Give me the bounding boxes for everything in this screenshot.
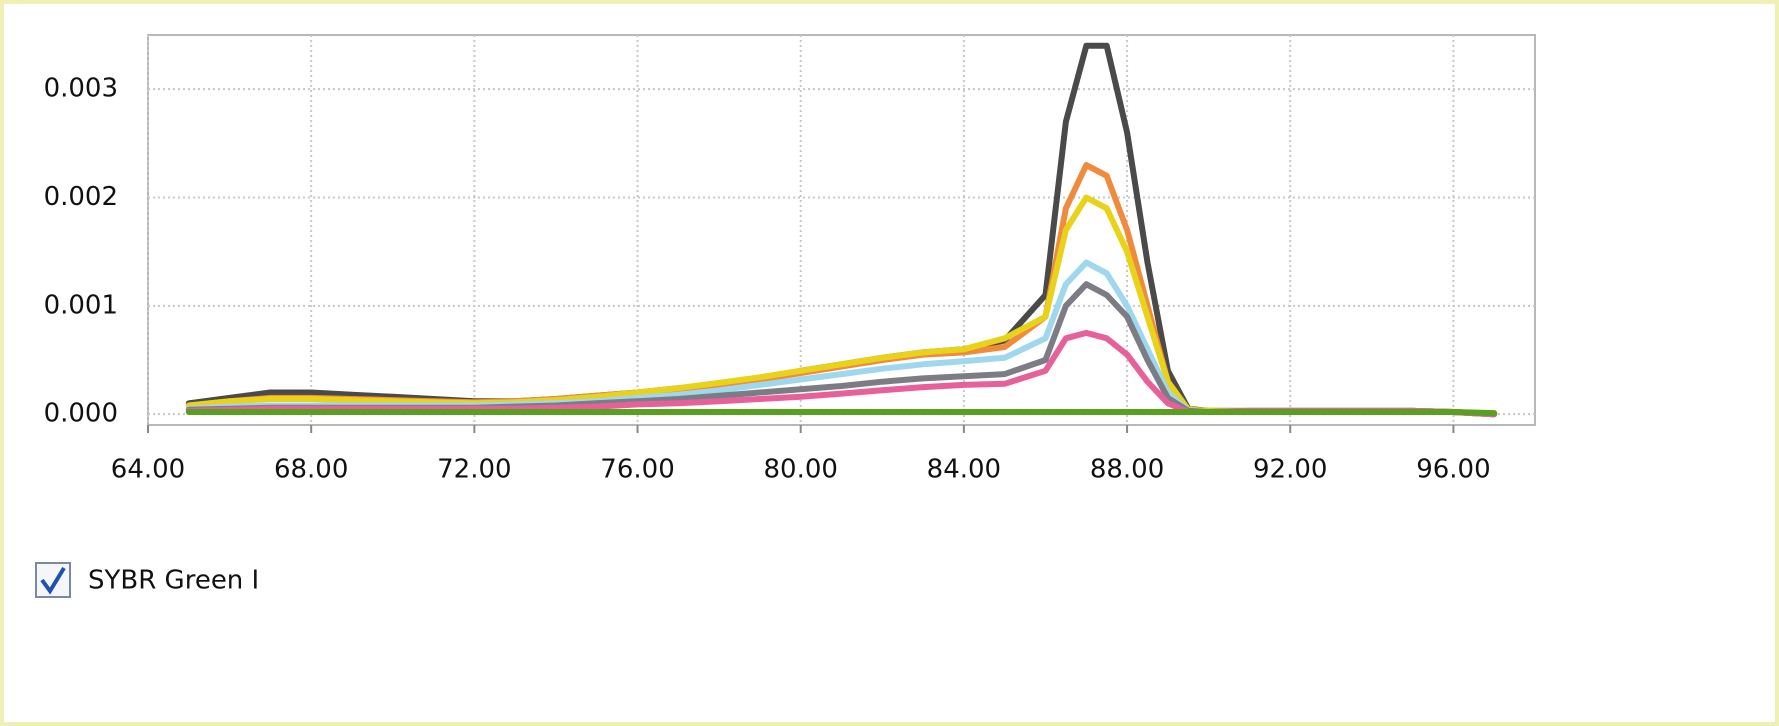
y-tick-label: 0.000 bbox=[44, 399, 118, 429]
x-tick-label: 64.00 bbox=[111, 455, 185, 485]
channel-label[interactable]: SYBR Green I bbox=[88, 566, 259, 596]
x-tick-label: 88.00 bbox=[1090, 455, 1164, 485]
x-tick-label: 68.00 bbox=[274, 455, 348, 485]
y-tick-label: 0.001 bbox=[44, 290, 118, 320]
x-tick-label: 80.00 bbox=[763, 455, 837, 485]
x-tick-label: 76.00 bbox=[600, 455, 674, 485]
x-tick-label: 92.00 bbox=[1253, 455, 1327, 485]
x-tick-label: 72.00 bbox=[437, 455, 511, 485]
y-tick-label: 0.003 bbox=[44, 74, 118, 104]
checkbox[interactable] bbox=[35, 562, 71, 598]
checkmark bbox=[40, 566, 66, 595]
y-tick-label: 0.002 bbox=[44, 182, 118, 212]
plot-area bbox=[147, 34, 1536, 426]
series-line bbox=[185, 409, 1498, 417]
x-tick-label: 84.00 bbox=[927, 455, 1001, 485]
x-tick-label: 96.00 bbox=[1416, 455, 1490, 485]
